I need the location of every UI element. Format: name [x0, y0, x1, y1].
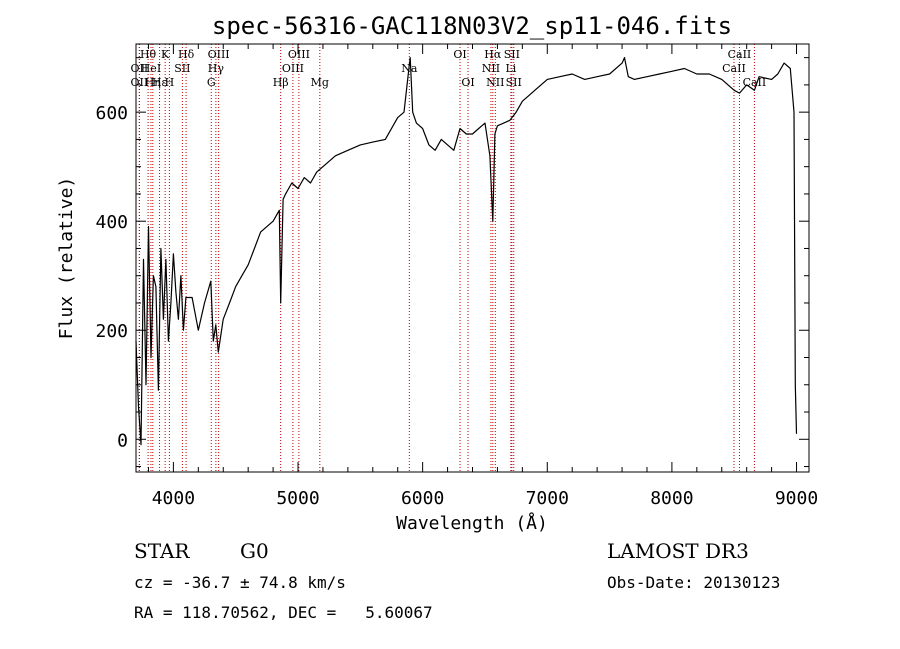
emission-line-label: Hα [484, 48, 502, 61]
emission-line-label: OIII [282, 62, 304, 75]
emission-line-label: H [165, 76, 175, 89]
redshift-info: cz = -36.7 ± 74.8 km/s [134, 573, 346, 592]
emission-line-label: HeI [141, 62, 161, 75]
emission-line-label: NII [482, 62, 500, 75]
emission-line-label: OII [131, 76, 149, 89]
emission-line-label: SII [506, 76, 522, 89]
emission-line-label: OI [461, 76, 474, 89]
object-subclass: G0 [240, 539, 269, 563]
emission-line-label: Hθ [140, 48, 157, 61]
observation-date: Obs-Date: 20130123 [607, 573, 781, 592]
survey-name: LAMOST DR3 [607, 539, 749, 563]
emission-line-label: OIII [288, 48, 310, 61]
emission-line-label: Mg [311, 76, 329, 89]
emission-line-label: SII [504, 48, 520, 61]
emission-line-label: CaII [728, 48, 752, 61]
spectrum-line-flux [135, 56, 798, 446]
series-layer [135, 56, 798, 446]
x-tick-label: 6000 [401, 488, 444, 509]
emission-line-label: NII [486, 76, 504, 89]
y-tick-label: 600 [95, 103, 128, 124]
coordinates-info: RA = 118.70562, DEC = 5.60067 [134, 603, 433, 622]
emission-line-label: OIII [208, 48, 230, 61]
x-tick-label: 4000 [152, 488, 195, 509]
emission-line-label: SII [174, 62, 190, 75]
y-tick-label: 0 [117, 430, 128, 451]
emission-line-label: Hη [145, 76, 161, 89]
y-tick-label: 400 [95, 212, 128, 233]
x-tick-label: 5000 [276, 488, 319, 509]
object-class: STAR [134, 539, 190, 563]
emission-line-label: Na [401, 62, 418, 75]
emission-line-label: Hδ [178, 48, 195, 61]
emission-line-label: G [207, 76, 216, 89]
emission-line-label: OII [131, 62, 149, 75]
x-axis-label: Wavelength (Å) [396, 512, 548, 534]
y-axis-label: Flux (relative) [56, 177, 77, 340]
chart-title: spec-56316-GAC118N03V2_sp11-046.fits [212, 12, 732, 40]
emission-line-markers [138, 44, 755, 472]
emission-line-labels: OIIOIIHθHeIHηHεKHSIIHδGHγOIIIHβOIIIOIIIM… [131, 48, 767, 89]
emission-line-label: Li [505, 62, 516, 75]
emission-line-label: Hβ [273, 76, 289, 89]
x-tick-label: 9000 [775, 488, 818, 509]
emission-line-label: Hγ [208, 62, 225, 75]
x-tick-label: 8000 [650, 488, 693, 509]
emission-line-label: Hε [152, 76, 168, 89]
axis-ticks: 4000 5000 6000 7000 8000 9000 0 200 400 600 [95, 44, 818, 509]
x-tick-label: 7000 [526, 488, 569, 509]
emission-line-label: OI [453, 48, 466, 61]
emission-line-label: K [161, 48, 170, 61]
y-tick-label: 200 [95, 321, 128, 342]
emission-line-label: CaII [722, 62, 746, 75]
